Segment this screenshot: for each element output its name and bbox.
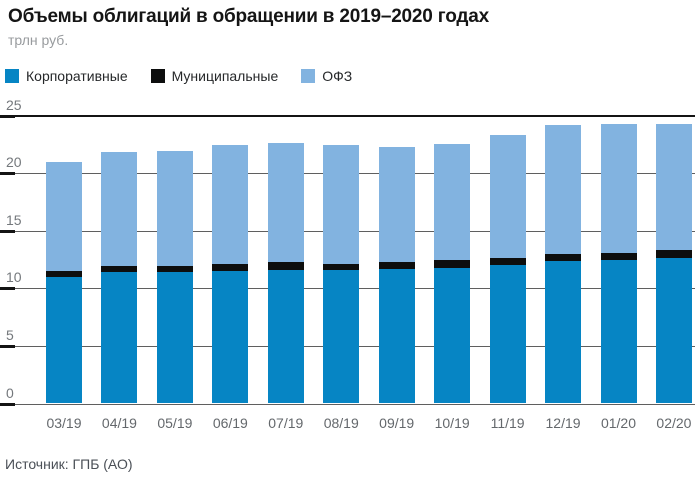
bar-10/19-Корпоративные (434, 267, 471, 404)
bar-12/19-Муниципальные (545, 253, 582, 261)
bar-08/19-ОФЗ (323, 144, 360, 264)
bar-02/20-Корпоративные (655, 258, 692, 404)
bar-08/19-Муниципальные (323, 263, 360, 271)
y-tick-25 (0, 114, 15, 118)
legend-swatch-icon (150, 69, 165, 83)
legend-label: Корпоративные (26, 68, 128, 84)
bar-05/19-Корпоративные (156, 272, 193, 404)
bar-02/20-Муниципальные (655, 250, 692, 259)
bar-07/19-Муниципальные (267, 262, 304, 270)
x-axis-label-12/19: 12/19 (545, 415, 581, 431)
bar-06/19-Муниципальные (212, 264, 249, 271)
legend-swatch-icon (5, 69, 19, 83)
gridline-25 (0, 114, 695, 117)
bar-01/20-ОФЗ (600, 124, 637, 253)
y-axis-label-10: 10 (6, 269, 22, 286)
bar-11/19-Муниципальные (489, 257, 526, 265)
bar-09/19-Корпоративные (378, 268, 415, 404)
x-axis-label-05/19: 05/19 (157, 415, 193, 431)
x-axis-label-01/20: 01/20 (600, 415, 637, 431)
legend-swatch-icon (301, 69, 316, 83)
chart-legend: Корпоративные Муниципальные ОФЗ (5, 68, 375, 84)
y-axis-label-25: 25 (6, 96, 22, 113)
y-axis-label-20: 20 (6, 154, 22, 171)
bar-10/19-ОФЗ (434, 144, 471, 261)
y-tick-20 (0, 172, 15, 176)
y-axis-label-0: 0 (6, 384, 14, 401)
bar-12/19-Корпоративные (545, 260, 582, 404)
bar-01/20-Корпоративные (600, 260, 637, 404)
x-axis-label-04/19: 04/19 (101, 415, 137, 431)
bar-07/19-Корпоративные (267, 269, 304, 404)
source-note: Источник: ГПБ (АО) (5, 456, 133, 472)
chart-title: Объемы облигаций в обращении в 2019–2020… (8, 6, 489, 27)
bar-05/19-Муниципальные (156, 265, 193, 273)
bar-08/19-Корпоративные (323, 270, 360, 404)
bar-03/19-ОФЗ (46, 161, 82, 272)
bar-01/20-Муниципальные (600, 252, 637, 261)
x-axis-label-09/19: 09/19 (379, 415, 415, 431)
y-axis-label-5: 5 (6, 326, 14, 343)
x-axis-label-07/19: 07/19 (268, 415, 304, 431)
bar-03/19-Корпоративные (46, 276, 82, 404)
x-axis-label-02/20: 02/20 (656, 415, 692, 431)
bar-07/19-ОФЗ (267, 143, 304, 263)
chart-units-label: трлн руб. (8, 32, 69, 48)
bar-11/19-ОФЗ (489, 135, 526, 258)
legend-label: ОФЗ (322, 68, 353, 84)
bar-06/19-Корпоративные (212, 271, 249, 404)
bar-10/19-Муниципальные (434, 260, 471, 268)
bar-12/19-ОФЗ (545, 125, 582, 254)
bar-09/19-ОФЗ (378, 147, 415, 262)
x-axis-label-08/19: 08/19 (323, 415, 359, 431)
bar-04/19-Муниципальные (101, 266, 138, 273)
y-tick-10 (0, 287, 15, 291)
x-axis-label-11/19: 11/19 (490, 415, 525, 431)
x-axis-label-06/19: 06/19 (212, 415, 248, 431)
bar-06/19-ОФЗ (212, 145, 249, 265)
legend-label: Муниципальные (171, 68, 279, 84)
bar-04/19-Корпоративные (101, 272, 138, 404)
legend-item-1: Муниципальные (150, 68, 279, 84)
x-axis-label-03/19: 03/19 (46, 415, 82, 431)
bar-09/19-Муниципальные (378, 261, 415, 269)
legend-item-2: ОФЗ (301, 68, 352, 84)
bar-03/19-Муниципальные (46, 271, 82, 277)
x-axis-label-10/19: 10/19 (434, 415, 470, 431)
bar-05/19-ОФЗ (156, 150, 193, 266)
legend-item-0: Корпоративные (5, 68, 128, 84)
y-tick-0 (0, 402, 15, 406)
y-axis-label-15: 15 (6, 211, 22, 228)
gridline-0 (0, 403, 695, 405)
y-tick-15 (0, 229, 15, 233)
bar-02/20-ОФЗ (655, 124, 692, 251)
bar-11/19-Корпоративные (489, 264, 526, 404)
bar-04/19-ОФЗ (101, 151, 138, 267)
y-tick-5 (0, 344, 15, 348)
